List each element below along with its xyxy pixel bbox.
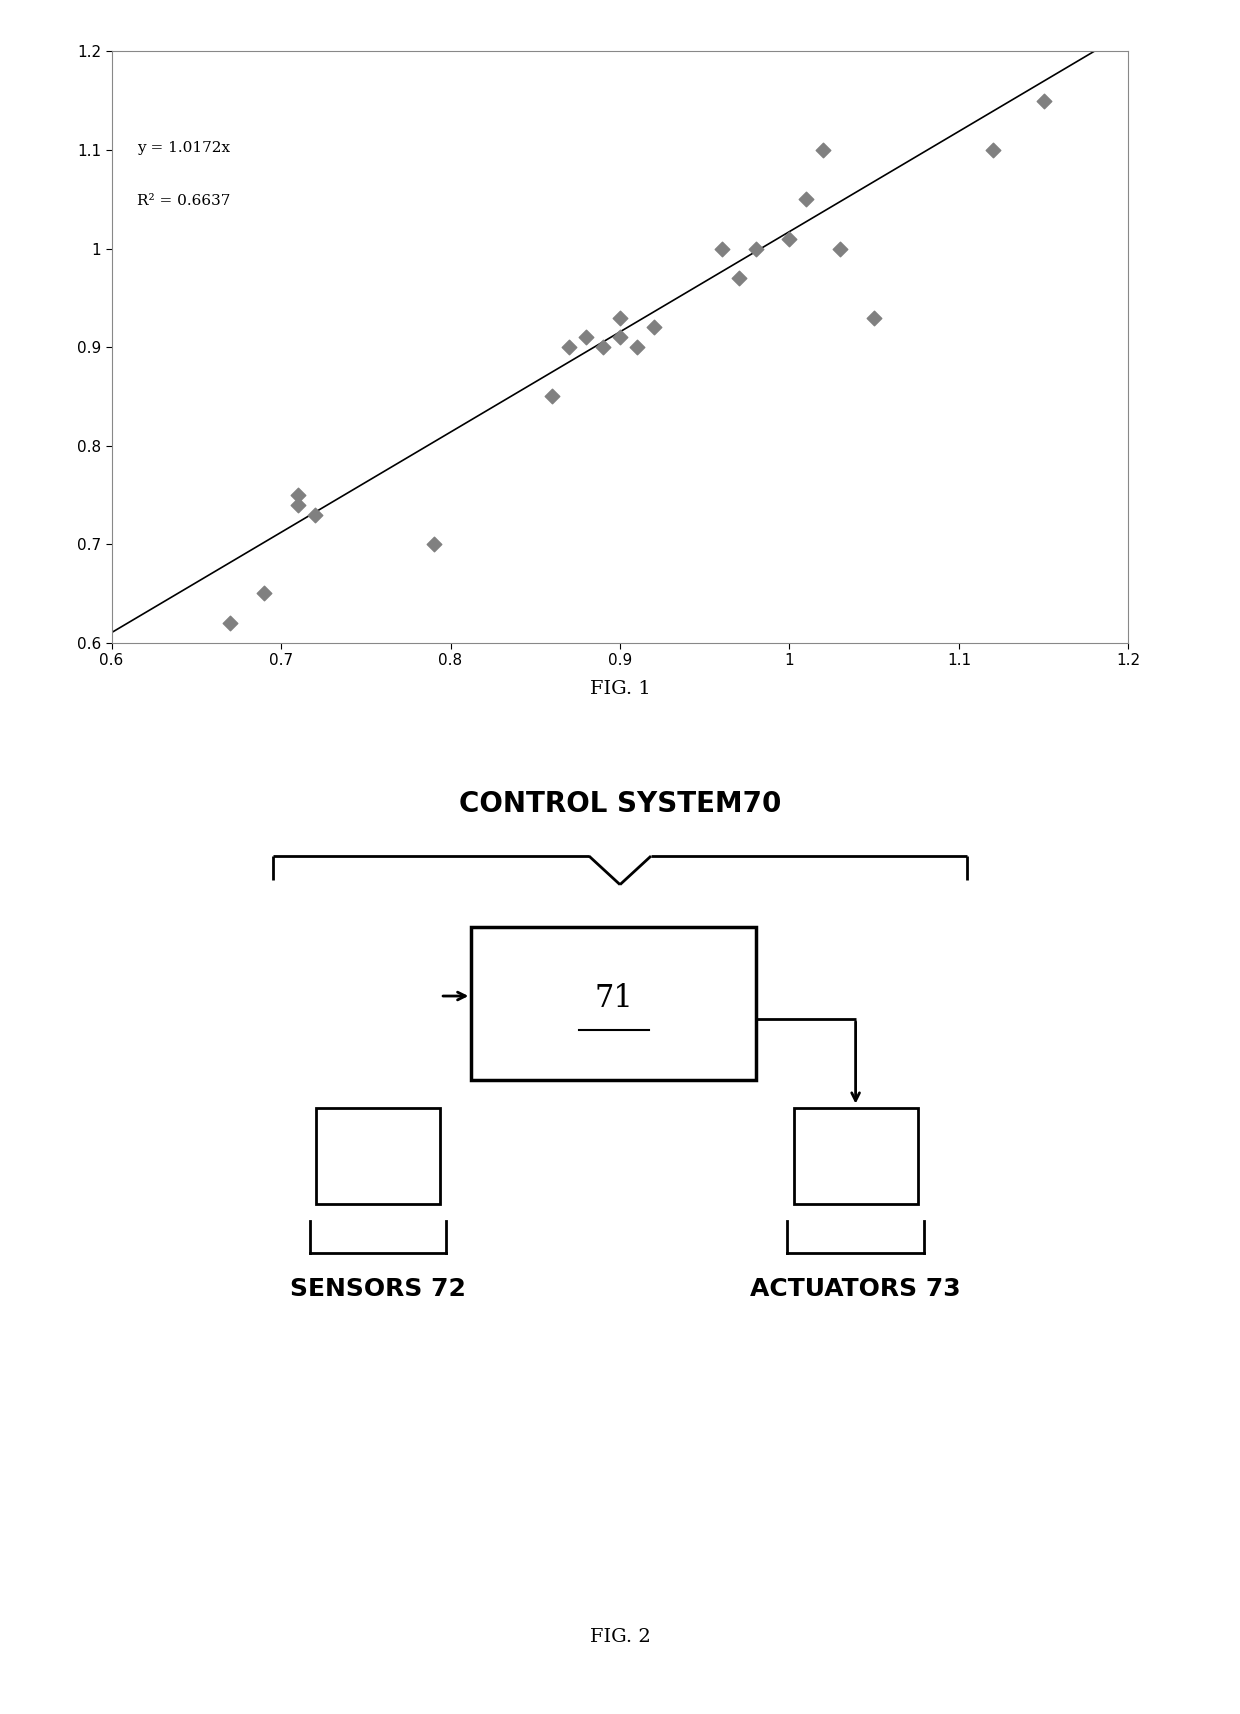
- Point: [983, 137, 1003, 165]
- Point: [221, 610, 241, 638]
- Text: CONTROL SYSTEM70: CONTROL SYSTEM70: [459, 790, 781, 818]
- Point: [813, 137, 833, 165]
- Text: y = 1.0172x: y = 1.0172x: [136, 141, 231, 154]
- Point: [610, 303, 630, 331]
- Point: [745, 235, 765, 262]
- Bar: [794, 1109, 918, 1203]
- Bar: [471, 927, 756, 1080]
- Point: [305, 500, 325, 528]
- Point: [559, 334, 579, 362]
- Point: [254, 579, 274, 607]
- Text: FIG. 2: FIG. 2: [590, 1628, 650, 1645]
- Point: [542, 382, 562, 410]
- Point: [627, 334, 647, 362]
- Point: [712, 235, 732, 262]
- Point: [1034, 87, 1054, 115]
- Point: [729, 264, 749, 291]
- Text: SENSORS 72: SENSORS 72: [290, 1277, 466, 1301]
- Point: [288, 482, 308, 509]
- Point: [796, 185, 816, 213]
- Text: FIG. 1: FIG. 1: [590, 680, 650, 698]
- Point: [577, 324, 596, 351]
- Point: [864, 303, 884, 331]
- Point: [593, 334, 613, 362]
- Bar: [316, 1109, 440, 1203]
- Text: 71: 71: [594, 984, 634, 1015]
- Point: [288, 492, 308, 519]
- Point: [610, 324, 630, 351]
- Point: [424, 531, 444, 559]
- Point: [644, 314, 663, 341]
- Point: [780, 225, 800, 252]
- Text: R² = 0.6637: R² = 0.6637: [136, 194, 231, 207]
- Point: [831, 235, 851, 262]
- Text: ACTUATORS 73: ACTUATORS 73: [750, 1277, 961, 1301]
